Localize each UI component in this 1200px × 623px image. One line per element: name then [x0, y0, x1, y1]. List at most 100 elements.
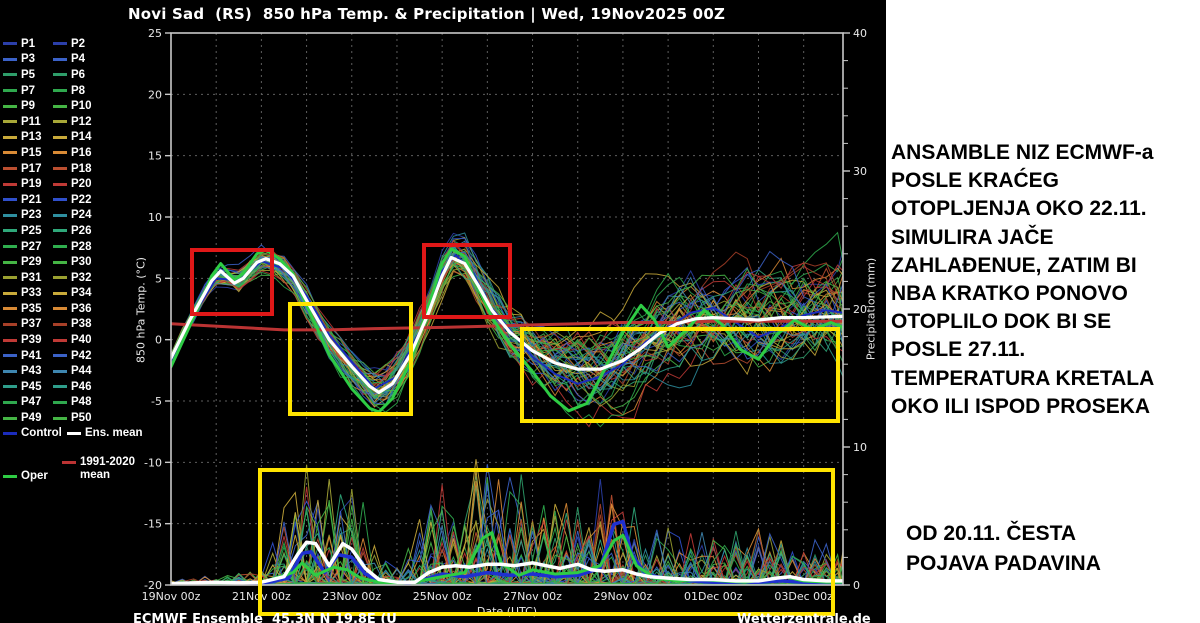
highlight-warm-peak-1 [190, 248, 274, 316]
legend-pair-row: P39 P40 [3, 332, 133, 348]
climate-mean-line-swatch [62, 461, 76, 464]
legend-pair-row: P31 P32 [3, 270, 133, 286]
series-ens-mean [171, 255, 843, 394]
member-line-swatch [53, 89, 67, 93]
member-label: P8 [71, 84, 86, 97]
legend-pair-row: P23 P24 [3, 208, 133, 224]
member-label: P4 [71, 53, 86, 66]
member-line-swatch [3, 213, 17, 217]
precip-tick-label: 30 [853, 165, 867, 178]
legend-pair-row: P13 P14 [3, 130, 133, 146]
member-label: P6 [71, 68, 86, 81]
member-line-swatch [53, 338, 67, 342]
member-label: P49 [21, 412, 42, 425]
date-tick-label: 23Nov 00z [322, 590, 381, 603]
legend-climate-row: 1991-2020 mean [62, 456, 135, 482]
member-line-swatch [3, 57, 17, 61]
legend-pair-row: P17 P18 [3, 161, 133, 177]
temp-tick-label: -15 [144, 518, 162, 531]
member-label: P28 [71, 240, 92, 253]
member-line-swatch [3, 354, 17, 358]
member-line-swatch [53, 260, 67, 264]
ensemble-member-legend: P1 P2 P3 P4 P5 P6 P7 P8 P9 P10 P11 P12 P13 P14 P15 P16 P… [3, 36, 133, 426]
control-line-swatch [3, 431, 17, 435]
member-label: P21 [21, 193, 42, 206]
member-label: P7 [21, 84, 36, 97]
temp-tick-label: 15 [148, 150, 162, 163]
member-line-swatch [53, 42, 67, 46]
member-line-swatch [53, 416, 67, 420]
member-label: P50 [71, 412, 92, 425]
precip-tick-label: 0 [853, 579, 860, 592]
member-line-swatch [53, 369, 67, 373]
member-label: P26 [71, 224, 92, 237]
precip-tick-label: 40 [853, 27, 867, 40]
legend-oper-label: Oper [21, 470, 48, 482]
highlight-precipitation-period [258, 468, 835, 616]
member-label: P3 [21, 53, 36, 66]
member-label: P25 [21, 224, 42, 237]
member-line-swatch [53, 198, 67, 202]
temp-tick-label: 10 [148, 211, 162, 224]
member-line-swatch [3, 307, 17, 311]
member-label: P24 [71, 209, 92, 222]
member-label: P30 [71, 256, 92, 269]
member-line-swatch [53, 229, 67, 233]
precip-axis-label: Precipitation (mm) [864, 257, 878, 361]
member-label: P45 [21, 380, 42, 393]
member-line-swatch [53, 167, 67, 171]
chart-title: Novi Sad (RS) 850 hPa Temp. & Precipitat… [128, 5, 726, 23]
member-label: P46 [71, 380, 92, 393]
legend-climate-label: 1991-2020 mean [80, 456, 135, 481]
legend-oper-row: Oper [3, 470, 48, 482]
member-temp-line [171, 249, 843, 406]
precip-tick-label: 10 [853, 441, 867, 454]
member-label: P2 [71, 37, 86, 50]
member-line-swatch [53, 276, 67, 280]
member-line-swatch [53, 135, 67, 139]
member-line-swatch [3, 104, 17, 108]
member-label: P16 [71, 146, 92, 159]
member-line-swatch [3, 89, 17, 93]
legend-pair-row: P33 P34 [3, 286, 133, 302]
member-line-swatch [3, 245, 17, 249]
legend-pair-row: P35 P36 [3, 301, 133, 317]
member-label: P48 [71, 396, 92, 409]
date-tick-label: 19Nov 00z [142, 590, 201, 603]
member-line-swatch [53, 400, 67, 404]
member-line-swatch [53, 151, 67, 155]
highlight-cold-dip [288, 302, 413, 416]
member-label: P42 [71, 349, 92, 362]
legend-pair-row: P11 P12 [3, 114, 133, 130]
temp-tick-label: -20 [144, 579, 162, 592]
member-label: P19 [21, 178, 42, 191]
series-control-precip [171, 519, 843, 585]
legend-pair-row: P45 P46 [3, 379, 133, 395]
member-label: P34 [71, 287, 92, 300]
precip-tick-label: 20 [853, 303, 867, 316]
member-line-swatch [53, 307, 67, 311]
analysis-text-precip: OD 20.11. ČESTA POJAVA PADAVINA [906, 522, 1101, 575]
member-label: P35 [21, 302, 42, 315]
legend-pair-row: P21 P22 [3, 192, 133, 208]
temp-tick-label: 20 [148, 88, 162, 101]
legend-pair-row: P27 P28 [3, 239, 133, 255]
member-label: P12 [71, 115, 92, 128]
meteogram-plot: 25 20 15 10 5 0 -5 -10 -15 -20 40 30 20 10 0 19Nov 00z 2… [142, 27, 867, 618]
member-label: P14 [71, 131, 92, 144]
legend-pair-row: P41 P42 [3, 348, 133, 364]
highlight-below-average-period [520, 327, 840, 423]
legend-ens-mean-label: Ens. mean [85, 427, 143, 439]
member-label: P38 [71, 318, 92, 331]
legend-pair-row: P37 P38 [3, 317, 133, 333]
temp-axis-label: 850 hPa Temp. (°C) [134, 257, 148, 363]
member-temp-line [171, 254, 843, 405]
footer-source-text: ECMWF Ensemble 45.3N N 19.8E (U [133, 612, 397, 623]
member-line-swatch [53, 213, 67, 217]
series-ens-mean-precip [171, 540, 843, 585]
member-label: P18 [71, 162, 92, 175]
date-tick-label: 29Nov 00z [594, 590, 653, 603]
member-label: P44 [71, 365, 92, 378]
member-line-swatch [3, 416, 17, 420]
